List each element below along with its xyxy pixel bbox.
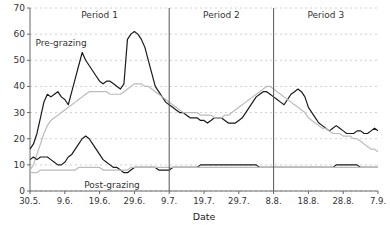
- line: [30, 84, 378, 170]
- y-tick-label: 20: [14, 134, 26, 144]
- y-tick-label: 40: [14, 81, 26, 91]
- period-label: Period 2: [203, 10, 240, 20]
- x-tick-label: 19.7.: [193, 196, 215, 206]
- y-tick-label: 60: [14, 29, 26, 39]
- x-tick-label: 18.8.: [298, 196, 320, 206]
- x-tick-label: 7.9.: [370, 196, 386, 206]
- y-axis-line: [30, 8, 31, 191]
- plot-area: [30, 8, 378, 191]
- x-tick-label: 30.5.: [19, 196, 41, 206]
- grid-line: [30, 86, 378, 87]
- y-tick-label: 50: [14, 55, 26, 65]
- x-tick-label: 28.8.: [332, 196, 354, 206]
- annotation: Pre-grazing: [35, 38, 86, 48]
- grid-line: [30, 60, 378, 61]
- grid-line: [30, 8, 378, 9]
- grid-line: [30, 191, 378, 192]
- x-tick-label: 9.6.: [57, 196, 73, 206]
- grid-line: [30, 112, 378, 113]
- line: [30, 167, 378, 172]
- x-axis-line: [30, 191, 378, 192]
- period-label: Period 3: [307, 10, 344, 20]
- annotation: Post-grazing: [84, 180, 140, 190]
- chart: 0 10 20 30 40 50 60 70 30.5. 9.6. 19.6. 29.6. 9.7. 19…: [0, 0, 390, 225]
- y-tick-label: 10: [14, 160, 26, 170]
- period-boundary: [273, 8, 274, 191]
- y-tick-label: 30: [14, 108, 26, 118]
- axes: 0 10 20 30 40 50 60 70 30.5. 9.6. 19.6. 29.6. 9.7. 19…: [14, 3, 387, 206]
- x-axis-label: Date: [193, 211, 216, 222]
- period-label: Period 1: [81, 10, 118, 20]
- period-boundary: [169, 8, 170, 191]
- grid-line: [30, 34, 378, 35]
- line: [30, 32, 378, 150]
- x-tick-label: 8.8.: [265, 196, 281, 206]
- x-tick-label: 9.7.: [161, 196, 177, 206]
- y-tick-label: 0: [19, 186, 25, 196]
- x-tick-label: 19.6.: [89, 196, 111, 206]
- x-tick-label: 29.6.: [124, 196, 146, 206]
- y-tick-label: 70: [14, 3, 26, 13]
- x-tick-label: 29.7.: [228, 196, 250, 206]
- line: [30, 136, 378, 173]
